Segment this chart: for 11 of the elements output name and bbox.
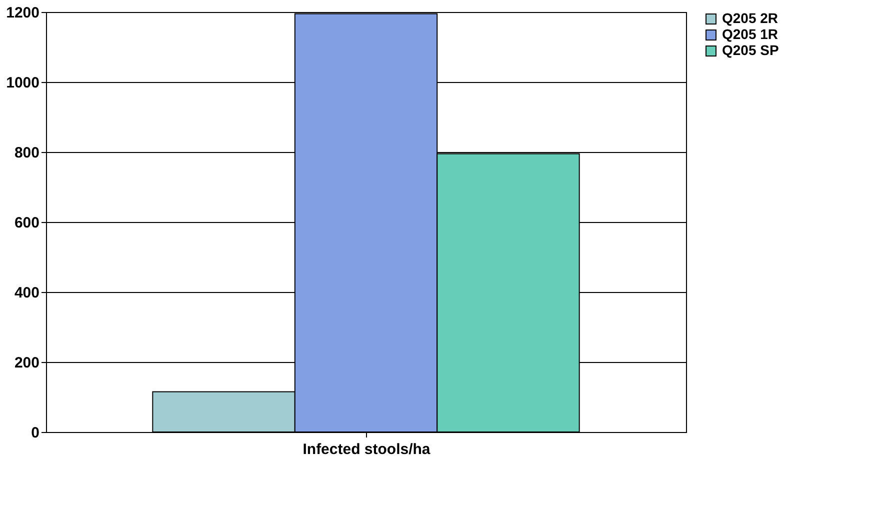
y-tick-label: 1200: [6, 4, 40, 22]
y-tick-label: 600: [14, 214, 40, 232]
y-tick-label: 1000: [6, 74, 40, 92]
y-tick-label: 800: [14, 144, 40, 162]
y-tick-label: 0: [31, 424, 40, 442]
x-axis-title: Infected stools/ha: [302, 441, 431, 458]
legend-label: Q205 SP: [722, 42, 779, 58]
y-tick-label: 400: [14, 284, 40, 302]
legend-label: Q205 2R: [722, 10, 778, 26]
y-tick-label: 200: [14, 354, 40, 372]
legend-label: Q205 1R: [722, 26, 778, 42]
